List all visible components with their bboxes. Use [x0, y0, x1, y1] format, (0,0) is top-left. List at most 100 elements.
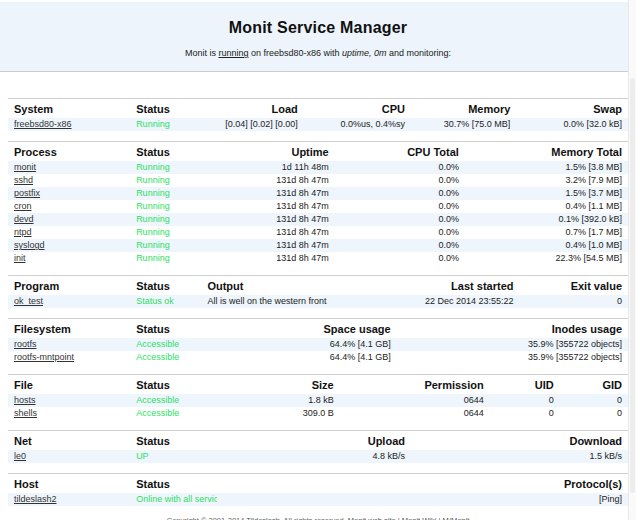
service-name-cell: syslogd — [8, 239, 130, 252]
column-header: Process — [8, 142, 130, 162]
status-text: Running — [136, 119, 170, 129]
service-link[interactable]: init — [14, 253, 26, 263]
column-header: Status — [130, 474, 217, 494]
value-cell: 0.0% [32.0 kB] — [516, 118, 628, 131]
header-band: Monit Service Manager Monit is running o… — [0, 2, 636, 72]
table-row: monitRunning1d 11h 48m0.0%1.5% [3.8 MB] — [8, 161, 628, 174]
status-cell: Running — [130, 187, 217, 200]
status-text: Running — [136, 188, 170, 198]
table-row: init Running 131d 8h 47m0.0%22.3% [54.5 MB… — [8, 252, 628, 265]
value-cell: All is well on the western front — [201, 295, 376, 308]
value-cell: 0 — [560, 407, 628, 420]
service-link[interactable]: sshd — [14, 175, 33, 185]
column-header: Space usage — [217, 319, 397, 339]
service-link[interactable]: hosts — [14, 395, 36, 405]
status-text: Accessible — [136, 339, 179, 349]
table-row: devdRunning131d 8h 47m0.0%0.1% [392.0 kB… — [8, 213, 628, 226]
service-name-cell: tildeslash2 — [8, 493, 130, 506]
service-link[interactable]: freebsd80-x86 — [14, 119, 72, 129]
service-link[interactable]: rootfs-mntpoint — [14, 352, 74, 362]
service-link[interactable]: cron — [14, 201, 32, 211]
value-cell: 0.0% — [335, 226, 465, 239]
monit-web-site-link[interactable]: Monit web site — [348, 516, 396, 520]
value-cell: 22 Dec 2014 23:55:22 — [377, 295, 520, 308]
service-link[interactable]: tildeslash2 — [14, 494, 57, 504]
column-header: Host — [8, 474, 130, 494]
value-cell: 131d 8h 47m — [217, 252, 335, 265]
value-cell: 3.2% [7.9 MB] — [465, 174, 628, 187]
status-text: Accessible — [136, 395, 179, 405]
service-link[interactable]: ok_test — [14, 296, 43, 306]
service-link[interactable]: le0 — [14, 451, 26, 461]
column-header: Status — [130, 99, 217, 119]
value-cell: 1.5% [3.8 MB] — [465, 161, 628, 174]
status-line-mid: on freebsd80-x86 with — [248, 48, 342, 58]
value-cell: 22.3% [54.5 MB] — [465, 252, 628, 265]
table-row: syslogdRunning131d 8h 47m0.0%0.4% [1.0 M… — [8, 239, 628, 252]
value-cell: 30.7% [75.0 MB] — [411, 118, 516, 131]
column-header: Net — [8, 431, 130, 451]
value-cell: 0.0% — [335, 213, 465, 226]
column-header: System — [8, 99, 130, 119]
table-row: ntpdRunning131d 8h 47m0.0%0.7% [1.7 MB] — [8, 226, 628, 239]
value-cell: 0.0% — [335, 174, 465, 187]
service-link[interactable]: monit — [14, 162, 36, 172]
status-cell: Accessible — [130, 338, 217, 351]
service-name-cell: monit — [8, 161, 130, 174]
filesystem-table: FilesystemStatusSpace usageInodes usager… — [8, 318, 628, 364]
status-text: Running — [136, 253, 170, 263]
value-cell: 1.5% [3.7 MB] — [465, 187, 628, 200]
service-link[interactable]: shells — [14, 408, 37, 418]
status-line-prefix: Monit is — [185, 48, 219, 58]
status-text: Accessible — [136, 408, 179, 418]
value-cell: 0.0% — [335, 252, 465, 265]
column-header: Download — [411, 431, 628, 451]
vertical-scrollbar[interactable] — [628, 0, 636, 520]
service-name-cell: shells — [8, 407, 130, 420]
tildeslash-link[interactable]: Tildeslash — [246, 516, 280, 520]
service-link[interactable]: rootfs — [14, 339, 37, 349]
status-cell: Running — [130, 174, 217, 187]
service-name-cell: rootfs-mntpoint — [8, 351, 130, 364]
status-cell: Accessible — [130, 351, 217, 364]
value-cell: 0 — [519, 295, 628, 308]
column-header: Output — [201, 276, 376, 296]
scrollbar-thumb[interactable] — [630, 78, 635, 493]
program-table: ProgramStatusOutputLast startedExit valu… — [8, 275, 628, 308]
table-row: tildeslash2Online with all services[Ping… — [8, 493, 628, 506]
service-link[interactable]: devd — [14, 214, 34, 224]
status-cell: Running — [130, 200, 217, 213]
service-link[interactable]: ntpd — [14, 227, 32, 237]
column-header: Memory — [411, 99, 516, 119]
uptime-value: uptime, 0m — [342, 48, 387, 58]
value-cell: 0.7% [1.7 MB] — [465, 226, 628, 239]
process-table: ProcessStatusUptimeCPU TotalMemory Total… — [8, 141, 628, 265]
service-name-cell: freebsd80-x86 — [8, 118, 130, 131]
service-name-cell: devd — [8, 213, 130, 226]
mmonit-link[interactable]: M/Monit — [443, 516, 470, 520]
table-row: hostsAccessible1.8 kB064400 — [8, 394, 628, 407]
column-header: Program — [8, 276, 130, 296]
service-name-cell: sshd — [8, 174, 130, 187]
running-link[interactable]: running — [218, 48, 248, 58]
column-header: Filesystem — [8, 319, 130, 339]
column-header: Upload — [217, 431, 411, 451]
column-header: Load — [217, 99, 304, 119]
value-cell: [0.04] [0.02] [0.00] — [217, 118, 304, 131]
table-row: rootfsAccessible64.4% [4.1 GB]35.9% [355… — [8, 338, 628, 351]
status-line-suffix: and monitoring: — [387, 48, 452, 58]
status-text: Running — [136, 214, 170, 224]
table-row: rootfs-mntpointAccessible64.4% [4.1 GB]3… — [8, 351, 628, 364]
value-cell: 0 — [490, 394, 560, 407]
services-list: SystemStatusLoadCPUMemorySwapfreebsd80-x… — [8, 98, 628, 506]
value-cell: 1.8 kB — [217, 394, 340, 407]
status-text: Running — [136, 162, 170, 172]
column-header: GID — [560, 375, 628, 395]
service-link[interactable]: syslogd — [14, 240, 45, 250]
monit-wiki-link[interactable]: Monit Wiki — [402, 516, 437, 520]
service-name-cell: ok_test — [8, 295, 130, 308]
rights-text: . All rights reserved. — [280, 516, 348, 520]
status-cell: Status ok — [130, 295, 201, 308]
service-link[interactable]: postfix — [14, 188, 40, 198]
value-cell: 1d 11h 48m — [217, 161, 335, 174]
